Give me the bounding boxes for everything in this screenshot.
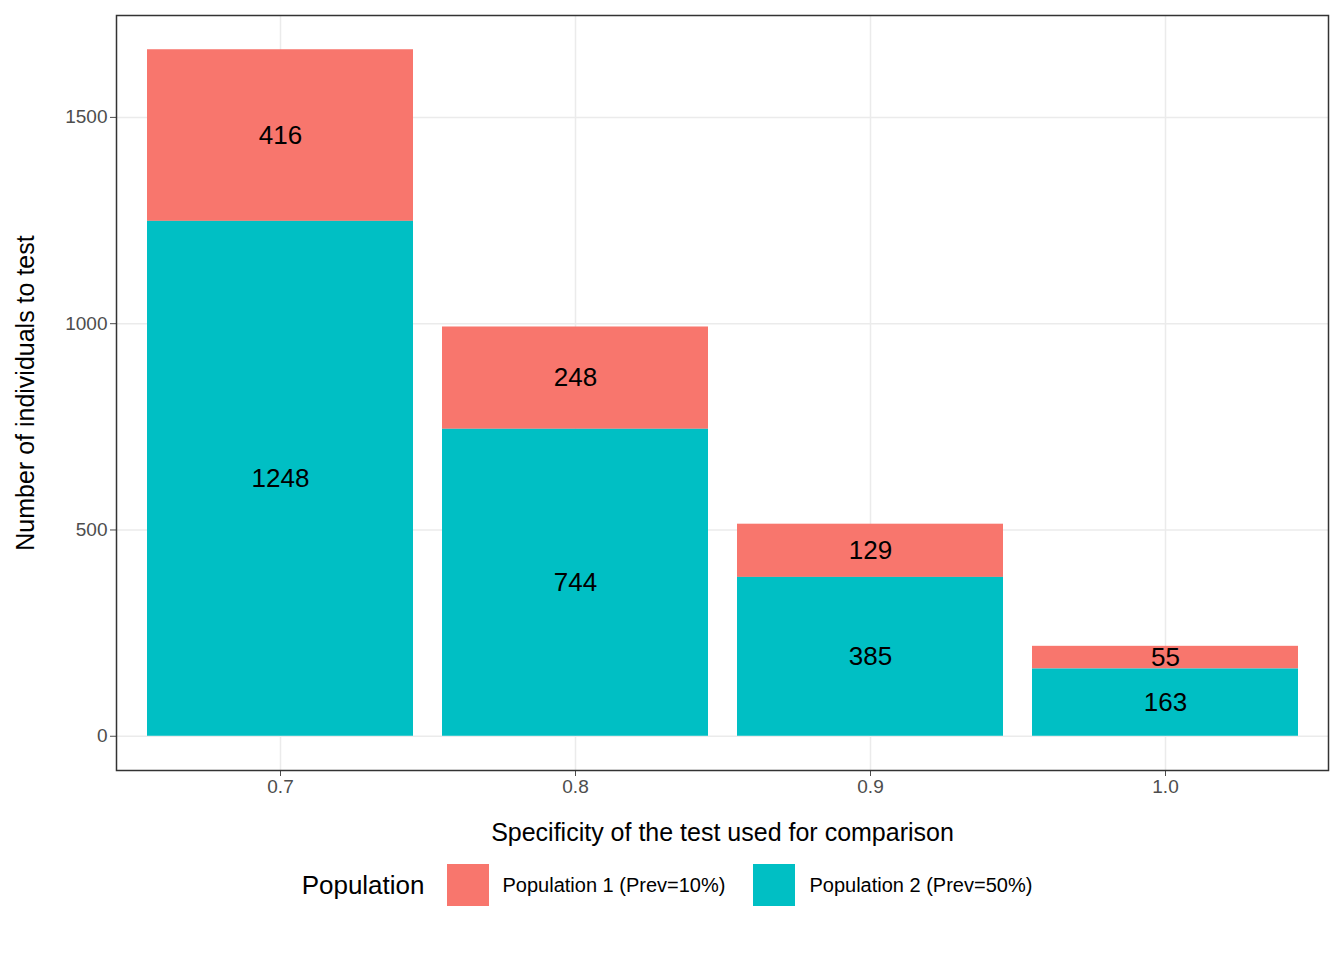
svg-text:0.8: 0.8	[562, 776, 588, 797]
svg-text:163: 163	[1144, 687, 1187, 717]
svg-text:248: 248	[554, 362, 597, 392]
svg-text:0.7: 0.7	[267, 776, 293, 797]
svg-text:1248: 1248	[252, 463, 310, 493]
html-text:Population 1 (Prev=10%): Population 1 (Prev=10%)	[502, 873, 726, 896]
svg-text:1000: 1000	[65, 313, 107, 334]
svg-text:1500: 1500	[65, 106, 107, 127]
svg-text:1.0: 1.0	[1152, 776, 1178, 797]
svg-text:129: 129	[849, 535, 892, 565]
svg-text:500: 500	[76, 519, 108, 540]
svg-text:416: 416	[259, 120, 302, 150]
svg-text:744: 744	[554, 567, 597, 597]
svg-text:0.9: 0.9	[857, 776, 883, 797]
html-text:Population 2 (Prev=50%): Population 2 (Prev=50%)	[809, 873, 1033, 896]
svg-text:385: 385	[849, 641, 892, 671]
svg-text:55: 55	[1151, 642, 1180, 672]
html-text:Population: Population	[301, 869, 425, 900]
svg-text:Specificity of the test used f: Specificity of the test used for compari…	[491, 818, 954, 846]
svg-text:Number of individuals to test: Number of individuals to test	[11, 235, 39, 550]
svg-text:0: 0	[97, 725, 108, 746]
